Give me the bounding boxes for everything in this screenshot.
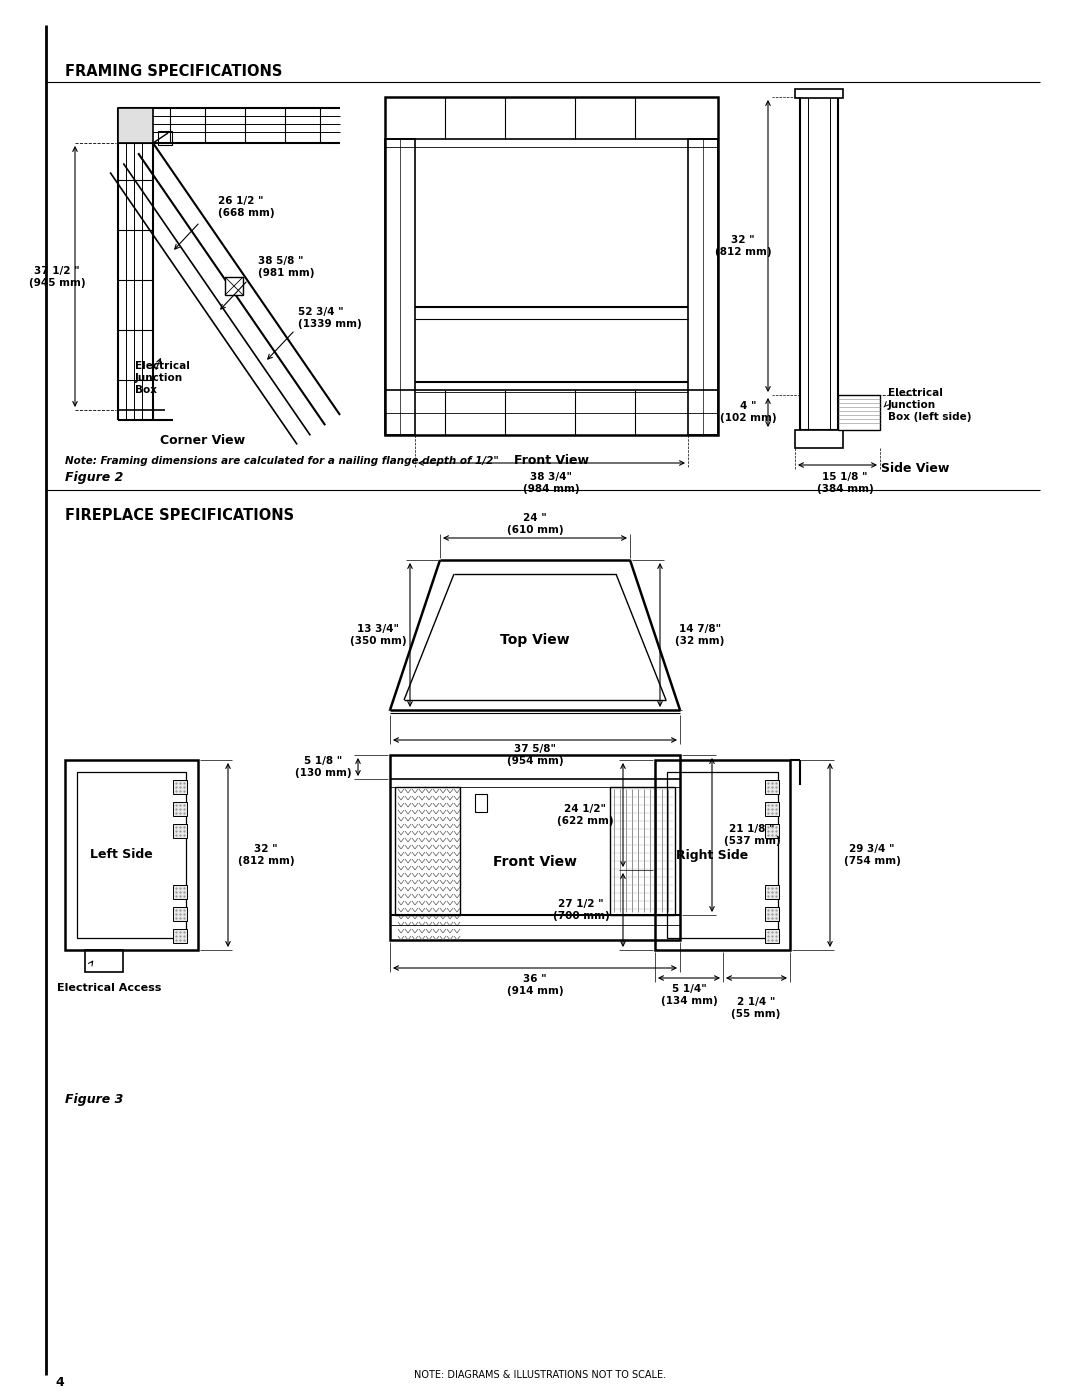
Bar [765,802,779,816]
Bar [765,824,779,838]
Text: 32 "
(812 mm): 32 " (812 mm) [715,235,771,257]
Text: 52 3/4 "
(1339 mm): 52 3/4 " (1339 mm) [298,307,362,328]
Text: 24 1/2"
(622 mm): 24 1/2" (622 mm) [556,805,613,826]
Text: 4: 4 [55,1376,64,1389]
Bar [173,802,187,816]
Text: 13 3/4"
(350 mm): 13 3/4" (350 mm) [350,624,406,645]
Bar [173,824,187,838]
Text: 15 1/8 "
(384 mm): 15 1/8 " (384 mm) [816,472,874,493]
Bar [610,787,675,915]
Text: Electrical
Junction
Box: Electrical Junction Box [135,362,190,394]
Bar [795,89,843,98]
Bar [390,754,680,940]
Bar [765,907,779,921]
Text: NOTE: DIAGRAMS & ILLUSTRATIONS NOT TO SCALE.: NOTE: DIAGRAMS & ILLUSTRATIONS NOT TO SC… [414,1370,666,1380]
Text: 2 1/4 "
(55 mm): 2 1/4 " (55 mm) [731,997,781,1018]
Text: 4 "
(102 mm): 4 " (102 mm) [719,401,777,423]
Bar [765,780,779,793]
Text: Side View: Side View [881,461,949,475]
Text: Top View: Top View [500,633,570,647]
Bar [475,793,487,812]
Text: 36 "
(914 mm): 36 " (914 mm) [507,974,564,996]
Text: 5 1/8 "
(130 mm): 5 1/8 " (130 mm) [295,756,351,778]
Text: Corner View: Corner View [160,433,245,447]
Text: FRAMING SPECIFICATIONS: FRAMING SPECIFICATIONS [65,64,282,80]
Bar [225,277,243,295]
Bar [654,760,789,950]
Text: Electrical
Junction
Box (left side): Electrical Junction Box (left side) [888,388,972,422]
Bar [158,131,172,145]
Text: Left Side: Left Side [90,848,152,862]
Text: 26 1/2 "
(668 mm): 26 1/2 " (668 mm) [218,196,274,218]
Bar [667,773,778,937]
Text: 38 3/4"
(984 mm): 38 3/4" (984 mm) [523,472,579,493]
Text: FIREPLACE SPECIFICATIONS: FIREPLACE SPECIFICATIONS [65,507,294,522]
Bar [173,886,187,900]
Text: 24 "
(610 mm): 24 " (610 mm) [507,513,564,535]
Text: 5 1/4"
(134 mm): 5 1/4" (134 mm) [661,985,717,1006]
Bar [395,787,460,915]
Bar [85,950,123,972]
Text: 37 5/8"
(954 mm): 37 5/8" (954 mm) [507,745,564,766]
Text: Figure 3: Figure 3 [65,1094,123,1106]
Text: Note: Framing dimensions are calculated for a nailing flange depth of 1/2": Note: Framing dimensions are calculated … [65,455,499,467]
Bar [173,929,187,943]
Bar [384,96,718,434]
Bar [765,886,779,900]
Text: Right Side: Right Side [676,848,748,862]
Bar [838,395,880,430]
Text: Figure 2: Figure 2 [65,472,123,485]
Text: 38 5/8 "
(981 mm): 38 5/8 " (981 mm) [258,256,314,278]
Bar [173,780,187,793]
Bar [765,929,779,943]
Bar [795,430,843,448]
Text: 14 7/8"
(32 mm): 14 7/8" (32 mm) [675,624,725,645]
Text: 21 1/8 "
(537 mm): 21 1/8 " (537 mm) [724,824,781,845]
Bar [77,773,186,937]
Text: Front View: Front View [513,454,589,467]
Text: Front View: Front View [492,855,577,869]
Bar [65,760,198,950]
Bar [800,96,838,430]
Bar [118,108,153,142]
Text: 29 3/4 "
(754 mm): 29 3/4 " (754 mm) [843,844,901,866]
Bar [384,138,415,434]
Bar [688,138,718,434]
Text: 27 1/2 "
(700 mm): 27 1/2 " (700 mm) [553,900,609,921]
Text: 37 1/2 "
(945 mm): 37 1/2 " (945 mm) [29,267,85,288]
Bar [173,907,187,921]
Text: Electrical Access: Electrical Access [57,983,161,993]
Text: 32 "
(812 mm): 32 " (812 mm) [238,844,295,866]
